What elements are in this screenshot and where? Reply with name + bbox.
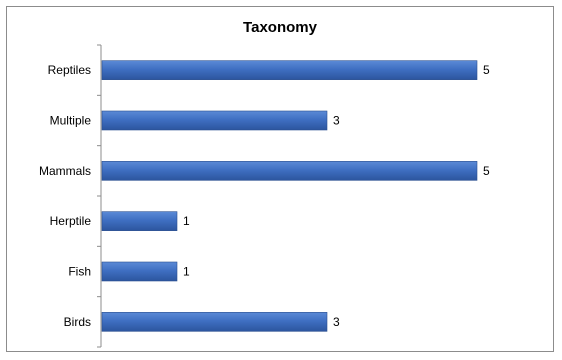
data-label-fish: 1 — [183, 265, 190, 279]
bars — [101, 60, 478, 332]
data-label-herptile: 1 — [183, 214, 190, 228]
chart-title: Taxonomy — [243, 19, 317, 36]
tick-label-multiple: Multiple — [50, 114, 92, 128]
tick-labels: Birds Fish Herptile Mammals Multiple Reptiles — [39, 63, 91, 329]
chart-plot: Birds Fish Herptile Mammals Multiple Reptiles… — [39, 44, 490, 348]
tick-label-reptiles: Reptiles — [48, 63, 91, 77]
data-label-mammals: 5 — [483, 164, 490, 178]
bar-multiple — [101, 110, 328, 131]
bar-mammals — [101, 161, 478, 181]
data-labels: 3 1 1 5 3 5 — [183, 63, 490, 329]
data-label-birds: 3 — [333, 315, 340, 329]
data-label-multiple: 3 — [333, 114, 340, 128]
bar-reptiles — [101, 60, 478, 80]
category-axis — [97, 44, 102, 348]
data-label-reptiles: 5 — [483, 63, 490, 77]
tick-label-herptile: Herptile — [50, 214, 92, 228]
bar-herptile — [101, 211, 178, 231]
chart-frame: Taxonomy Birds Fish Herptile Mammals Multipl… — [6, 6, 554, 352]
bar-birds — [101, 312, 328, 332]
tick-label-birds: Birds — [64, 315, 91, 329]
tick-label-fish: Fish — [68, 265, 91, 279]
bar-fish — [101, 261, 178, 282]
tick-label-mammals: Mammals — [39, 164, 91, 178]
